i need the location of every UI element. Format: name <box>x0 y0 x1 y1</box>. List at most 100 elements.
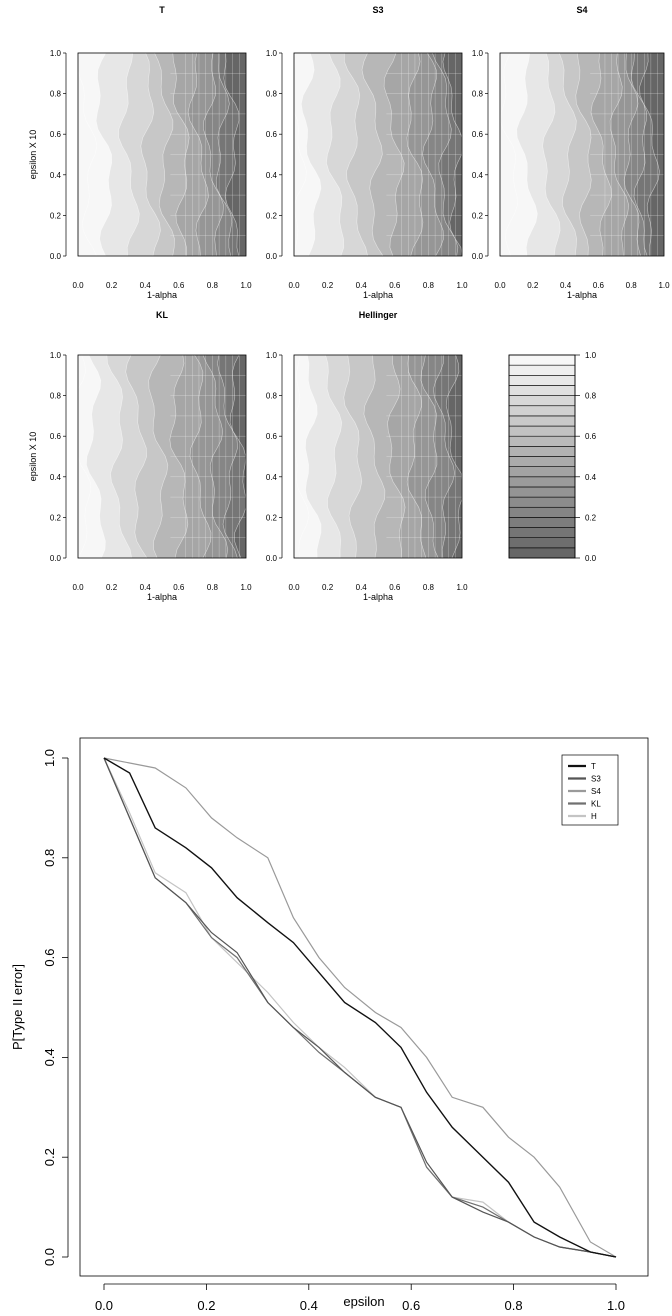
heatmap-grid: T 0.0 0.2 0.4 0.6 0.8 1.0 0.0 0.2 0.4 0.6 0.8 1.0 1-a… <box>28 5 670 602</box>
x-tick-label: 0.4 <box>356 583 368 592</box>
x-tick-label: 1.0 <box>607 1298 625 1313</box>
y-tick-label: 0.2 <box>50 211 62 220</box>
y-tick-label: 0.2 <box>42 1148 57 1166</box>
series-line-t <box>103 757 617 1258</box>
y-tick-label: 0.8 <box>42 849 57 867</box>
colorbar-tick-label: 0.2 <box>585 513 597 522</box>
legend: T S3 S4 KL H <box>561 754 619 826</box>
legend-label: H <box>591 812 597 821</box>
panel-title: S3 <box>372 5 383 15</box>
y-tick-label: 0.4 <box>266 473 278 482</box>
colorbar-band <box>508 506 576 518</box>
series-line-kl <box>103 757 617 1258</box>
legend-label: S3 <box>591 775 601 784</box>
panel-frame <box>77 354 247 559</box>
panel-gridlines <box>386 53 462 256</box>
y-tick-label: 0.2 <box>472 211 484 220</box>
colorbar-band <box>508 476 576 488</box>
y-tick-label: 0.6 <box>266 432 278 441</box>
colorbar: 0.0 0.2 0.4 0.6 0.8 1.0 <box>508 351 597 563</box>
x-tick-label: 0.6 <box>389 583 401 592</box>
series-line-h <box>103 757 617 1258</box>
x-tick-label: 0.4 <box>140 583 152 592</box>
heatmap-panel-kl: KL 0.0 0.2 0.4 0.6 0.8 1.0 0.0 0.2 0.4 0.6 0.8 1.0 1-… <box>28 310 252 602</box>
y-tick-label: 0.4 <box>50 171 62 180</box>
colorbar-band <box>508 405 576 417</box>
y-tick-label: 0.0 <box>50 554 62 563</box>
x-tick-label: 1.0 <box>240 583 252 592</box>
series-line-s3 <box>103 757 617 1258</box>
colorbar-band <box>508 374 576 386</box>
colorbar-band <box>508 486 576 498</box>
colorbar-band <box>508 354 576 366</box>
y-tick-label: 0.6 <box>266 130 278 139</box>
panel-gridlines <box>590 53 664 256</box>
x-tick-label: 0.2 <box>527 281 539 290</box>
y-tick-label: 1.0 <box>472 49 484 58</box>
legend-label: T <box>591 762 596 771</box>
x-tick-label: 0.6 <box>173 583 185 592</box>
heatmap-panel-s4: S4 0.0 0.2 0.4 0.6 0.8 1.0 0.0 0.2 0.4 0.6 0.8 1.0 1-… <box>472 5 670 300</box>
x-tick-label: 0.4 <box>560 281 572 290</box>
panel-title: KL <box>156 310 168 320</box>
panel-title: S4 <box>576 5 587 15</box>
x-tick-label: 0.0 <box>72 281 84 290</box>
y-tick-label: 0.6 <box>50 130 62 139</box>
x-tick-label: 0.4 <box>300 1298 318 1313</box>
y-tick-label: 0.0 <box>50 252 62 261</box>
y-tick-label: 0.0 <box>266 554 278 563</box>
legend-label: S4 <box>591 787 601 796</box>
contour-fill <box>294 53 462 256</box>
x-tick-label: 0.4 <box>140 281 152 290</box>
colorbar-band <box>508 547 576 559</box>
contour-level <box>639 53 664 256</box>
y-tick-label: 0.8 <box>266 90 278 99</box>
y-tick-label: 0.2 <box>266 513 278 522</box>
x-tick-label: 0.0 <box>288 583 300 592</box>
line-chart: 0.0 0.2 0.4 0.6 0.8 1.0 epsilon 0.0 0.2 0.4 0.6 0.8… <box>10 737 649 1313</box>
y-tick-label: 0.0 <box>266 252 278 261</box>
x-axis-label: epsilon <box>343 1294 384 1309</box>
x-axis-label: 1-alpha <box>147 592 177 602</box>
y-tick-label: 0.8 <box>50 392 62 401</box>
colorbar-band <box>508 527 576 538</box>
x-tick-label: 1.0 <box>658 281 670 290</box>
contour-fill <box>500 53 664 256</box>
colorbar-band <box>508 537 576 549</box>
y-tick-label: 0.4 <box>50 473 62 482</box>
series-line-s4 <box>103 757 617 1258</box>
x-tick-label: 0.6 <box>593 281 605 290</box>
colorbar-tick-label: 0.0 <box>585 554 597 563</box>
colorbar-band <box>508 425 576 437</box>
y-tick-label: 0.6 <box>50 432 62 441</box>
panel-gridlines <box>170 53 246 256</box>
colorbar-tick-label: 0.6 <box>585 432 597 441</box>
x-tick-label: 0.8 <box>423 583 435 592</box>
series-lines <box>103 757 617 1258</box>
panel-frame <box>77 52 247 257</box>
contour-level <box>223 53 246 256</box>
y-tick-label: 0.4 <box>266 171 278 180</box>
contour-level <box>229 355 246 558</box>
x-tick-label: 0.2 <box>106 281 118 290</box>
y-axis-label: P[Type II error] <box>10 964 25 1050</box>
y-tick-label: 0.0 <box>42 1248 57 1266</box>
y-tick-label: 1.0 <box>266 49 278 58</box>
x-tick-label: 0.2 <box>197 1298 215 1313</box>
panel-gridlines <box>170 355 246 558</box>
x-axis-label: 1-alpha <box>567 290 597 300</box>
colorbar-band <box>508 385 576 396</box>
colorbar-tick-label: 0.4 <box>585 473 597 482</box>
colorbar-band <box>508 395 576 407</box>
panel-title: T <box>159 5 165 15</box>
contour-level <box>442 53 462 256</box>
x-axis-label: 1-alpha <box>363 592 393 602</box>
colorbar-tick-label: 1.0 <box>585 351 597 360</box>
x-tick-label: 0.0 <box>72 583 84 592</box>
panel-title: Hellinger <box>359 310 398 320</box>
y-tick-label: 0.4 <box>472 171 484 180</box>
panel-frame <box>499 52 665 257</box>
heatmap-panel-s3: S3 0.0 0.2 0.4 0.6 0.8 1.0 0.0 0.2 0.4 0.6 0.8 1.0 1-… <box>266 5 468 300</box>
x-tick-label: 0.2 <box>322 583 334 592</box>
